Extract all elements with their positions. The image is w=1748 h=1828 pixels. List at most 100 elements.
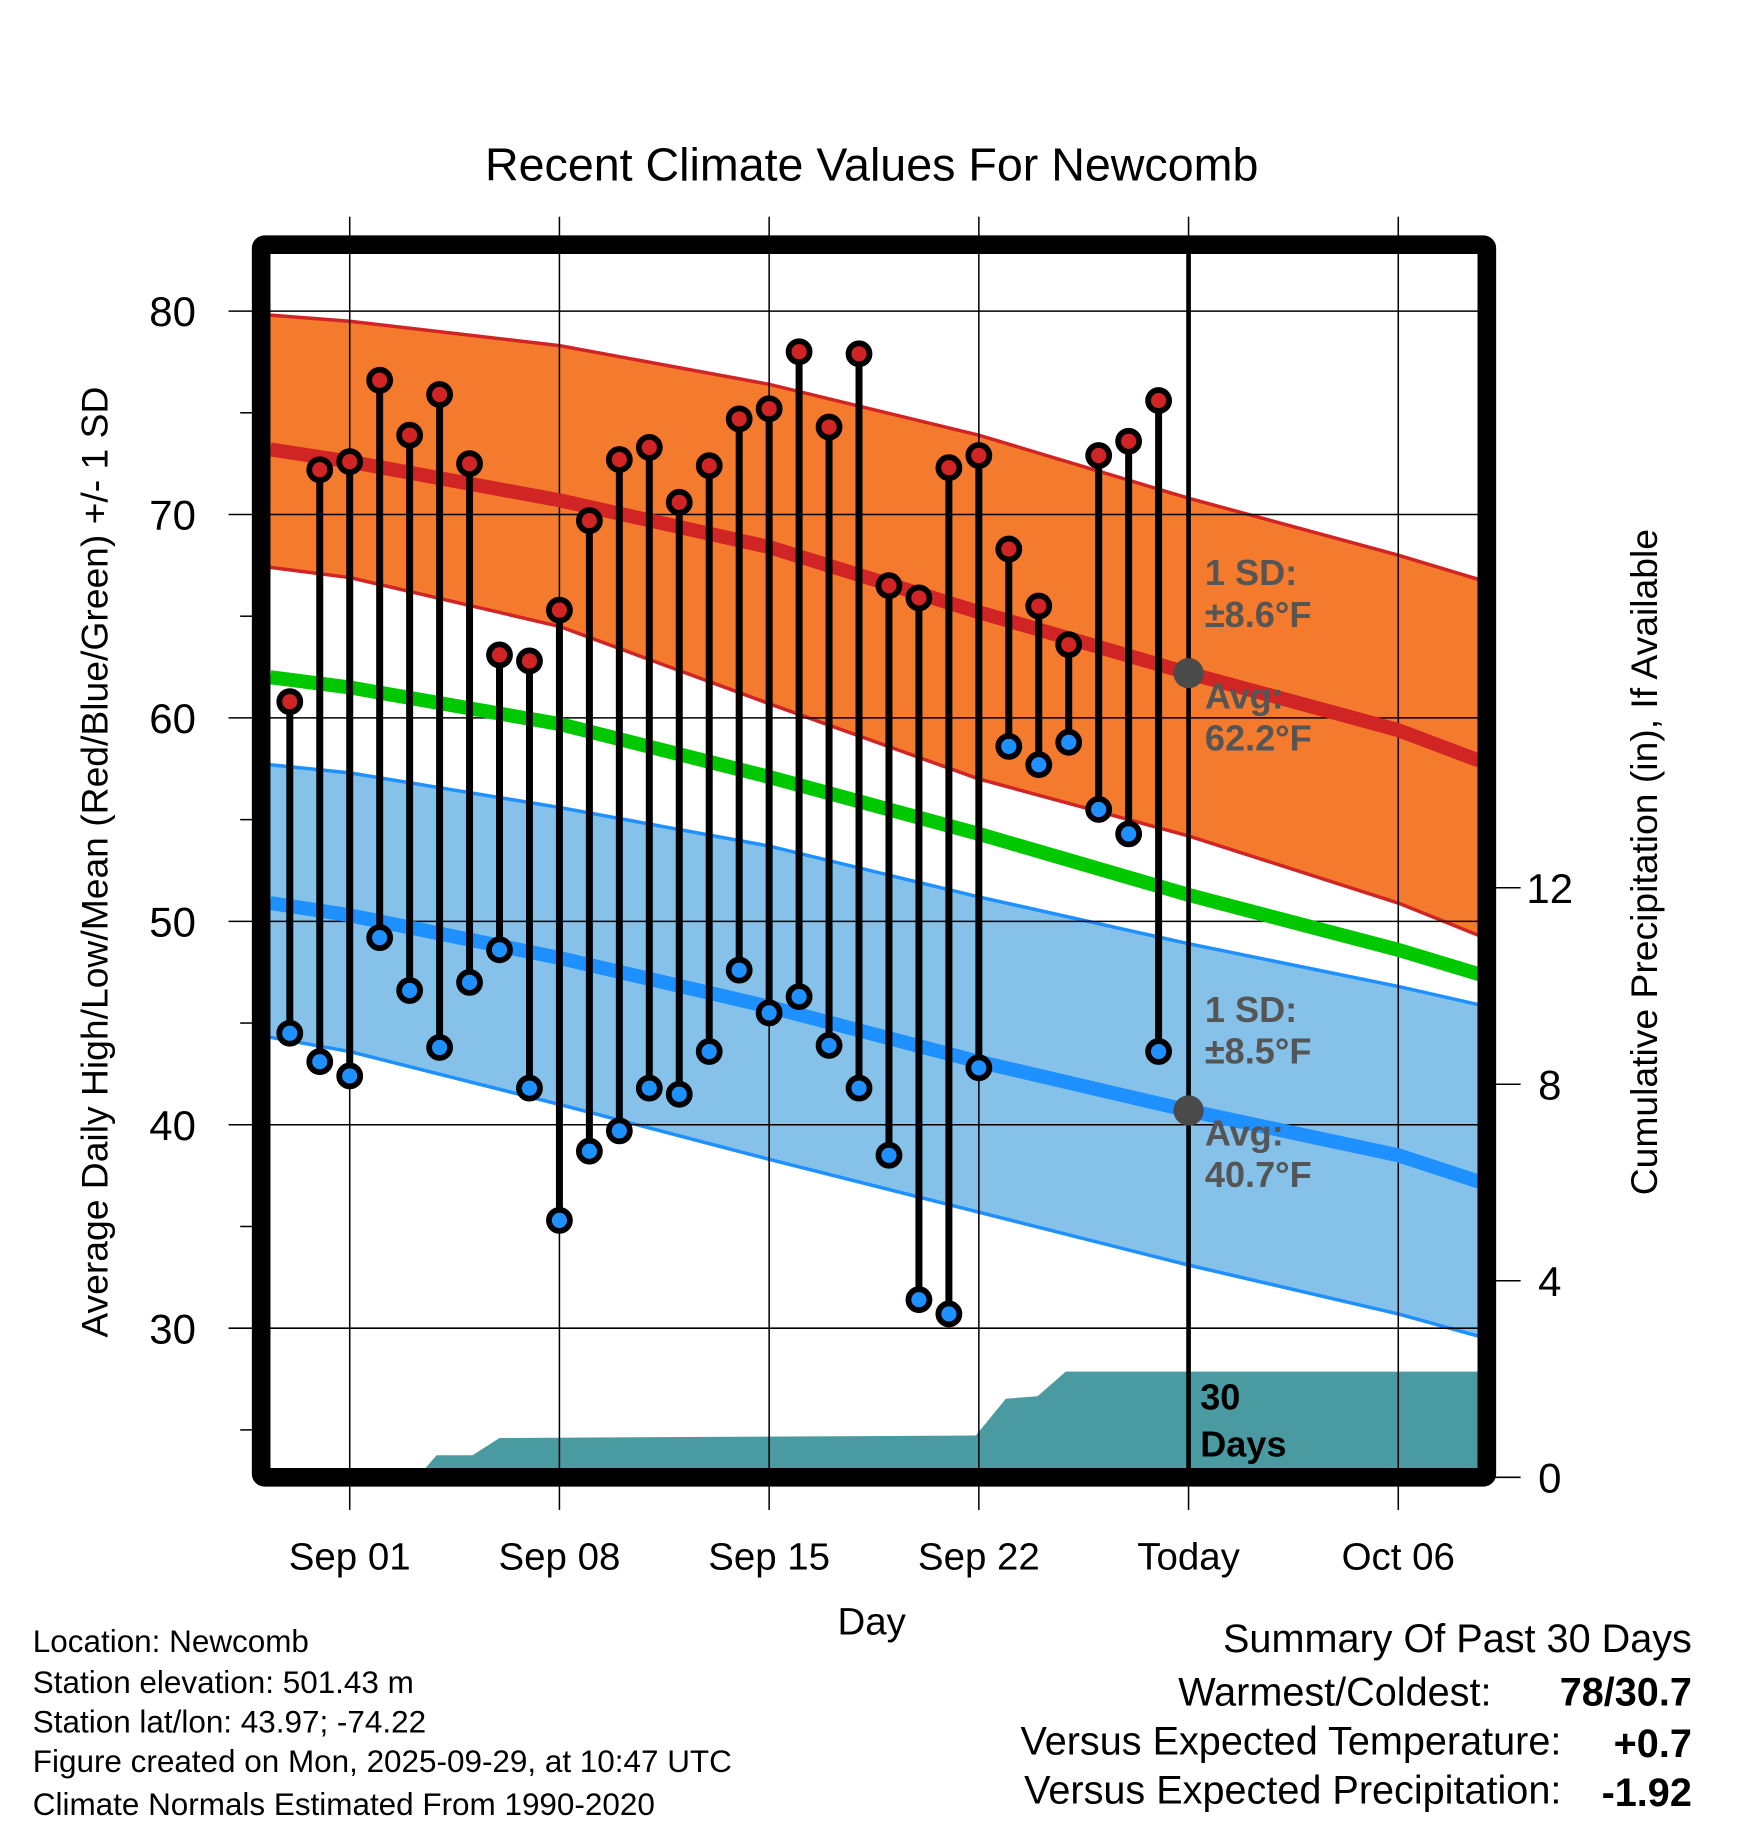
high-normal-line: [270, 442, 1478, 768]
footer-created: Figure created on Mon, 2025-09-29, at 10…: [33, 1744, 732, 1779]
daily-low-point: [725, 956, 753, 984]
high-avg-marker: [1173, 658, 1204, 689]
y2-tick-label: 4: [1538, 1258, 1561, 1305]
daily-high-point: [456, 450, 483, 478]
footer-latlon: Station lat/lon: 43.97; -74.22: [33, 1704, 426, 1739]
daily-low-point: [366, 924, 394, 952]
x-tick-label: Sep 15: [708, 1535, 830, 1578]
summary-title: Summary Of Past 30 Days: [1223, 1617, 1692, 1661]
precip-departure-value: -1.92: [1602, 1771, 1692, 1815]
daily-high-point: [546, 596, 573, 624]
daily-high-point: [995, 535, 1023, 563]
high-upper-line: [270, 313, 1478, 581]
daily-low-point: [1025, 751, 1053, 779]
daily-low-point: [276, 1019, 304, 1047]
daily-low-point: [785, 983, 813, 1011]
daily-high-point: [486, 641, 513, 669]
y2-axis-label: Cumulative Precipitation (in), If Availa…: [1623, 529, 1665, 1195]
low-avg-value: 40.7°F: [1205, 1154, 1312, 1195]
low-sd-label: 1 SD:: [1205, 989, 1297, 1030]
daily-low-point: [995, 732, 1023, 760]
mean-normal-line: [270, 670, 1478, 981]
daily-high-point: [396, 421, 424, 449]
daily-high-point: [336, 448, 364, 476]
footer-normals: Climate Normals Estimated From 1990-2020: [33, 1787, 655, 1822]
daily-low-point: [336, 1062, 364, 1090]
daily-low-point: [635, 1074, 663, 1102]
daily-high-point: [426, 381, 453, 408]
daily-high-point: [575, 507, 603, 534]
x-tick-label: Sep 22: [918, 1535, 1040, 1578]
daily-high-point: [1025, 592, 1053, 620]
daily-low-point: [306, 1048, 334, 1076]
daily-high-point: [1055, 631, 1083, 659]
daily-low-point: [665, 1080, 693, 1108]
daily-low-point: [426, 1034, 453, 1061]
precip-window-number: 30: [1200, 1377, 1240, 1418]
daily-low-point: [965, 1054, 993, 1082]
precip-window-unit: Days: [1200, 1423, 1286, 1464]
annotations: 1 SD: ±8.6°F Avg: 62.2°F 1 SD: ±8.5°F Av…: [1200, 552, 1311, 1464]
temp-departure-value: +0.7: [1614, 1722, 1692, 1766]
plot-area: [270, 252, 1478, 1470]
daily-high-point: [755, 395, 783, 423]
y-tick-label: 70: [149, 492, 196, 539]
axes: Sep 01 Sep 08 Sep 15 Sep 22 Today Oct 0630405…: [149, 216, 1573, 1578]
warmest-coldest-label: Warmest/Coldest:: [1178, 1671, 1491, 1715]
temp-departure-label: Versus Expected Temperature:: [1020, 1720, 1561, 1764]
daily-high-point: [815, 413, 843, 441]
low-upper-line: [270, 762, 1478, 1007]
daily-low-point: [875, 1141, 903, 1169]
daily-low-point: [396, 977, 424, 1004]
daily-low-point: [1085, 796, 1113, 823]
daily-low-point: [905, 1286, 933, 1314]
daily-high-point: [1115, 427, 1143, 455]
daily-high-point: [935, 454, 963, 482]
daily-high-point: [725, 405, 753, 433]
daily-low-point: [845, 1074, 873, 1102]
high-sd-label: 1 SD:: [1205, 552, 1297, 593]
y2-tick-label: 0: [1538, 1454, 1561, 1501]
summary: Summary Of Past 30 Days Warmest/Coldest:…: [1020, 1617, 1691, 1815]
y-tick-label: 40: [149, 1102, 196, 1149]
daily-low-point: [486, 936, 513, 964]
daily-high-point: [665, 488, 693, 516]
daily-low-point: [815, 1032, 843, 1059]
daily-high-point: [785, 338, 813, 366]
y-tick-label: 60: [149, 695, 196, 742]
daily-low-point: [935, 1300, 963, 1328]
daily-high-point: [276, 688, 304, 716]
x-tick-label: Sep 08: [499, 1535, 621, 1578]
high-avg-label: Avg:: [1205, 675, 1284, 716]
warmest-coldest-value: 78/30.7: [1560, 1671, 1692, 1715]
low-sd-band: [270, 764, 1478, 1336]
footer-elevation: Station elevation: 501.43 m: [33, 1665, 414, 1700]
daily-high-point: [695, 452, 723, 480]
daily-high-point: [875, 572, 903, 600]
high-avg-value: 62.2°F: [1205, 717, 1312, 758]
y2-tick-label: 12: [1526, 865, 1573, 912]
daily-high-point: [366, 366, 394, 394]
high-sd-value: ±8.6°F: [1205, 594, 1312, 635]
daily-low-point: [546, 1206, 573, 1234]
daily-low-point: [1115, 820, 1143, 848]
x-tick-label: Today: [1137, 1535, 1240, 1578]
y-tick-label: 80: [149, 288, 196, 335]
daily-high-point: [1145, 387, 1173, 414]
daily-high-point: [1085, 442, 1113, 469]
high-lower-line: [270, 565, 1478, 937]
x-tick-label: Sep 01: [289, 1535, 411, 1578]
station-info: Location: Newcomb Station elevation: 501…: [33, 1624, 732, 1822]
daily-low-point: [1055, 728, 1083, 756]
low-sd-value: ±8.5°F: [1205, 1031, 1312, 1072]
daily-high-point: [605, 446, 633, 473]
daily-high-point: [635, 433, 663, 461]
x-axis-label: Day: [837, 1601, 906, 1644]
low-avg-label: Avg:: [1205, 1112, 1284, 1153]
daily-high-point: [845, 340, 873, 368]
daily-low-point: [516, 1074, 543, 1102]
y2-tick-label: 8: [1538, 1061, 1561, 1108]
daily-low-point: [605, 1117, 633, 1145]
daily-high-point: [905, 584, 933, 612]
